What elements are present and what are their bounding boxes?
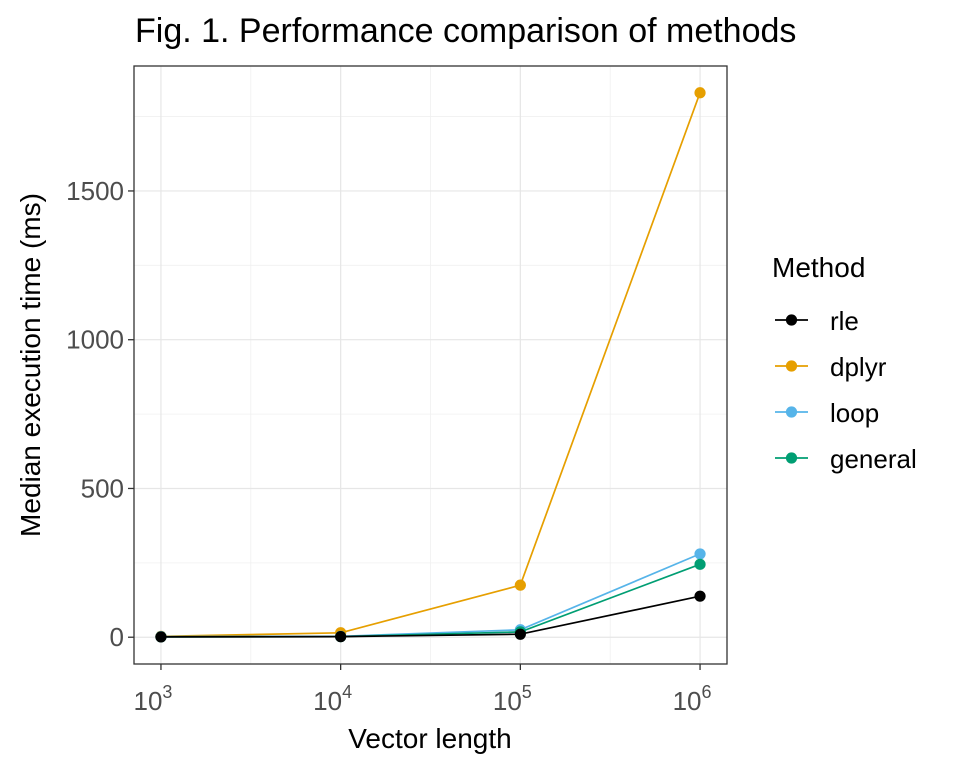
y-tick-label: 500 bbox=[81, 473, 124, 503]
data-point-rle bbox=[694, 590, 706, 602]
x-tick-label-exponent: 3 bbox=[162, 682, 172, 702]
y-tick-label: 1500 bbox=[66, 176, 124, 206]
y-axis-label: Median execution time (ms) bbox=[15, 193, 46, 537]
legend-key-point-dplyr bbox=[785, 360, 798, 372]
x-tick-label-exponent: 4 bbox=[342, 682, 352, 702]
data-point-rle bbox=[514, 628, 526, 640]
x-tick-label-base: 10 bbox=[493, 686, 522, 716]
data-point-rle bbox=[155, 631, 167, 643]
series-line-rle bbox=[160, 595, 701, 638]
data-point-dplyr bbox=[694, 87, 706, 99]
legend-label-rle: rle bbox=[830, 306, 859, 336]
legend-label-general: general bbox=[830, 444, 917, 474]
chart-title: Fig. 1. Performance comparison of method… bbox=[135, 12, 796, 50]
y-tick-label: 0 bbox=[110, 622, 124, 652]
x-tick-label: 103 bbox=[133, 682, 172, 716]
series-layer bbox=[155, 87, 706, 643]
x-tick-label-base: 10 bbox=[133, 686, 162, 716]
legend: Method rle dplyr loop general bbox=[772, 252, 917, 474]
grid bbox=[134, 66, 727, 664]
legend-key-point-rle bbox=[785, 314, 798, 326]
x-tick-label-base: 10 bbox=[313, 686, 342, 716]
legend-key-point-loop bbox=[785, 406, 798, 418]
legend-title: Method bbox=[772, 252, 865, 283]
data-point-loop bbox=[694, 548, 706, 560]
x-tick-label-base: 10 bbox=[673, 686, 702, 716]
data-point-general bbox=[694, 558, 706, 570]
legend-label-dplyr: dplyr bbox=[830, 352, 887, 382]
x-tick-label: 104 bbox=[313, 682, 352, 716]
legend-label-loop: loop bbox=[830, 398, 879, 428]
x-tick-label-exponent: 6 bbox=[701, 682, 711, 702]
plot-panel-border bbox=[133, 65, 728, 665]
x-tick-label: 105 bbox=[493, 682, 532, 716]
x-tick-label-exponent: 5 bbox=[522, 682, 532, 702]
x-axis-label: Vector length bbox=[348, 723, 511, 754]
data-point-rle bbox=[335, 631, 347, 643]
series-line-dplyr bbox=[160, 92, 701, 638]
y-tick-label: 1000 bbox=[66, 325, 124, 355]
x-tick-label: 106 bbox=[673, 682, 712, 716]
data-point-dplyr bbox=[514, 579, 526, 591]
legend-key-point-general bbox=[785, 452, 798, 464]
